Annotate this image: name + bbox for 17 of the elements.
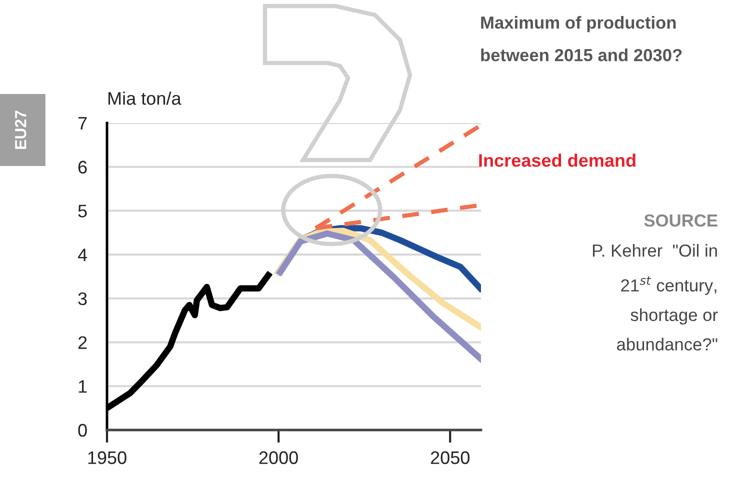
y-tick-label: 1 — [78, 380, 87, 393]
annotation: Increased demand — [479, 154, 636, 167]
x-tick-label: 2000 — [259, 451, 298, 464]
y-tick-label: 7 — [78, 117, 87, 130]
y-axis-title: Mia ton/a — [108, 92, 182, 105]
y-tick-label: 5 — [78, 204, 87, 218]
y-tick-label: 6 — [78, 160, 87, 174]
text: Maximum of production between 2015 and 2030? — [481, 16, 682, 62]
y-tick-label: 2 — [78, 336, 87, 349]
text: P. Kehrer "Oil in 21$^{st}$ century, shortage or abundance?" — [592, 244, 718, 351]
text: EU27 — [14, 110, 26, 149]
text: SOURCE — [644, 214, 718, 227]
y-tick-label: 0 — [78, 424, 87, 437]
y-tick-label: 3 — [78, 292, 87, 306]
x-tick-label: 2050 — [430, 451, 470, 464]
y-tick-label: 4 — [78, 248, 88, 262]
x-tick-label: 1950 — [88, 451, 126, 464]
